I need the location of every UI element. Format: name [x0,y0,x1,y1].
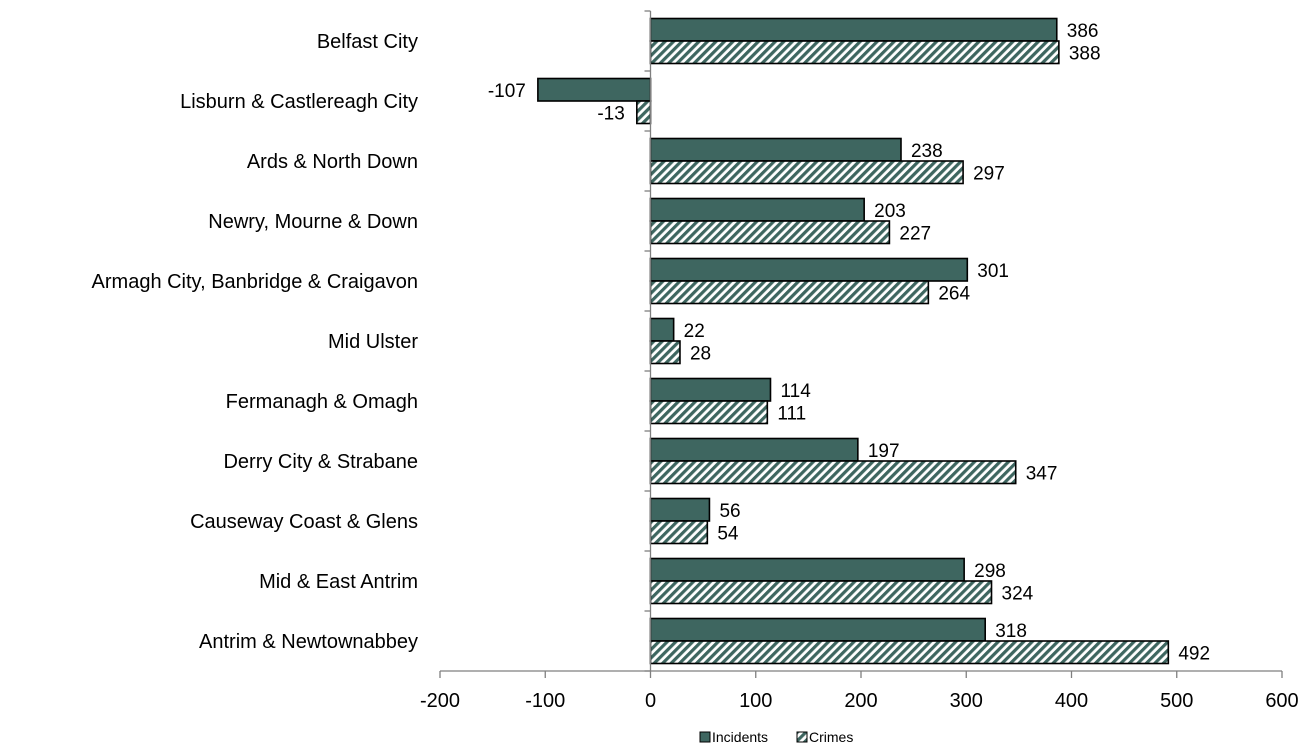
data-label: 197 [868,441,900,462]
data-label: 203 [874,201,906,222]
data-label: 492 [1178,643,1210,664]
legend: Incidents Crimes [699,729,853,745]
category-label: Causeway Coast & Glens [190,511,418,533]
data-label: 114 [780,381,811,402]
data-label: 28 [690,343,711,364]
x-tick-label: 100 [739,690,772,712]
x-tick-label: 500 [1160,690,1193,712]
axis-layer: -200 -100 0 100 200 300 400 500 600 [420,10,1299,712]
data-label: 111 [777,403,806,424]
category-label: Newry, Mourne & Down [208,211,418,233]
data-label: -13 [597,103,624,124]
data-label: 347 [1026,463,1058,484]
x-tick-label: 300 [950,690,983,712]
x-tick-label: 0 [645,690,656,712]
bar-incidents [649,17,1058,42]
bar-crimes [649,340,681,365]
category-label: Lisburn & Castlereagh City [180,91,418,113]
category-label: Belfast City [317,31,418,53]
x-tick-label: 400 [1055,690,1088,712]
bar-crimes [649,220,891,245]
data-label: -107 [488,81,526,102]
data-label: 388 [1069,43,1101,64]
bar-crimes [649,460,1017,485]
bar-incidents [649,377,772,402]
data-label: 54 [717,523,739,544]
legend-swatch-crimes [796,731,808,743]
bar-incidents [649,557,965,582]
category-label: Derry City & Strabane [223,451,418,473]
bar-crimes [649,160,964,185]
data-label: 238 [911,141,943,162]
bar-crimes [649,520,709,545]
data-label: 22 [684,321,705,342]
legend-label-crimes: Crimes [809,729,853,745]
category-label: Fermanagh & Omagh [226,391,418,413]
data-label: 297 [973,163,1005,184]
data-label: 298 [974,561,1006,582]
bar-crimes [649,580,993,605]
bar-crimes [649,280,930,305]
bar-crimes [649,400,769,425]
data-label: 56 [719,501,740,522]
legend-swatch-incidents [699,731,711,743]
category-label: Ards & North Down [247,151,418,173]
data-label: 264 [938,283,970,304]
bar-incidents [537,77,652,102]
bar-crimes [649,40,1060,65]
category-label: Mid & East Antrim [259,571,418,593]
x-tick-label: -200 [420,690,460,712]
x-tick-label: -100 [525,690,565,712]
data-label: 227 [899,223,931,244]
data-label: 324 [1002,583,1034,604]
bar-crimes [636,100,652,125]
legend-label-incidents: Incidents [712,729,768,745]
data-label: 386 [1067,21,1099,42]
bar-incidents [649,617,986,642]
category-label: Armagh City, Banbridge & Craigavon [92,271,418,293]
bar-crimes [649,640,1170,665]
data-label: 301 [977,261,1009,282]
bar-incidents [649,317,675,342]
bar-incidents [649,437,859,462]
category-label: Antrim & Newtownabbey [199,631,418,653]
bar-incidents [649,497,711,522]
bar-incidents [649,257,969,282]
data-label: 318 [995,621,1027,642]
x-tick-label: 200 [844,690,877,712]
x-tick-label: 600 [1265,690,1298,712]
bar-incidents [649,137,902,162]
bar-incidents [649,197,865,222]
category-label: Mid Ulster [328,331,418,353]
bars-layer [537,17,1170,665]
